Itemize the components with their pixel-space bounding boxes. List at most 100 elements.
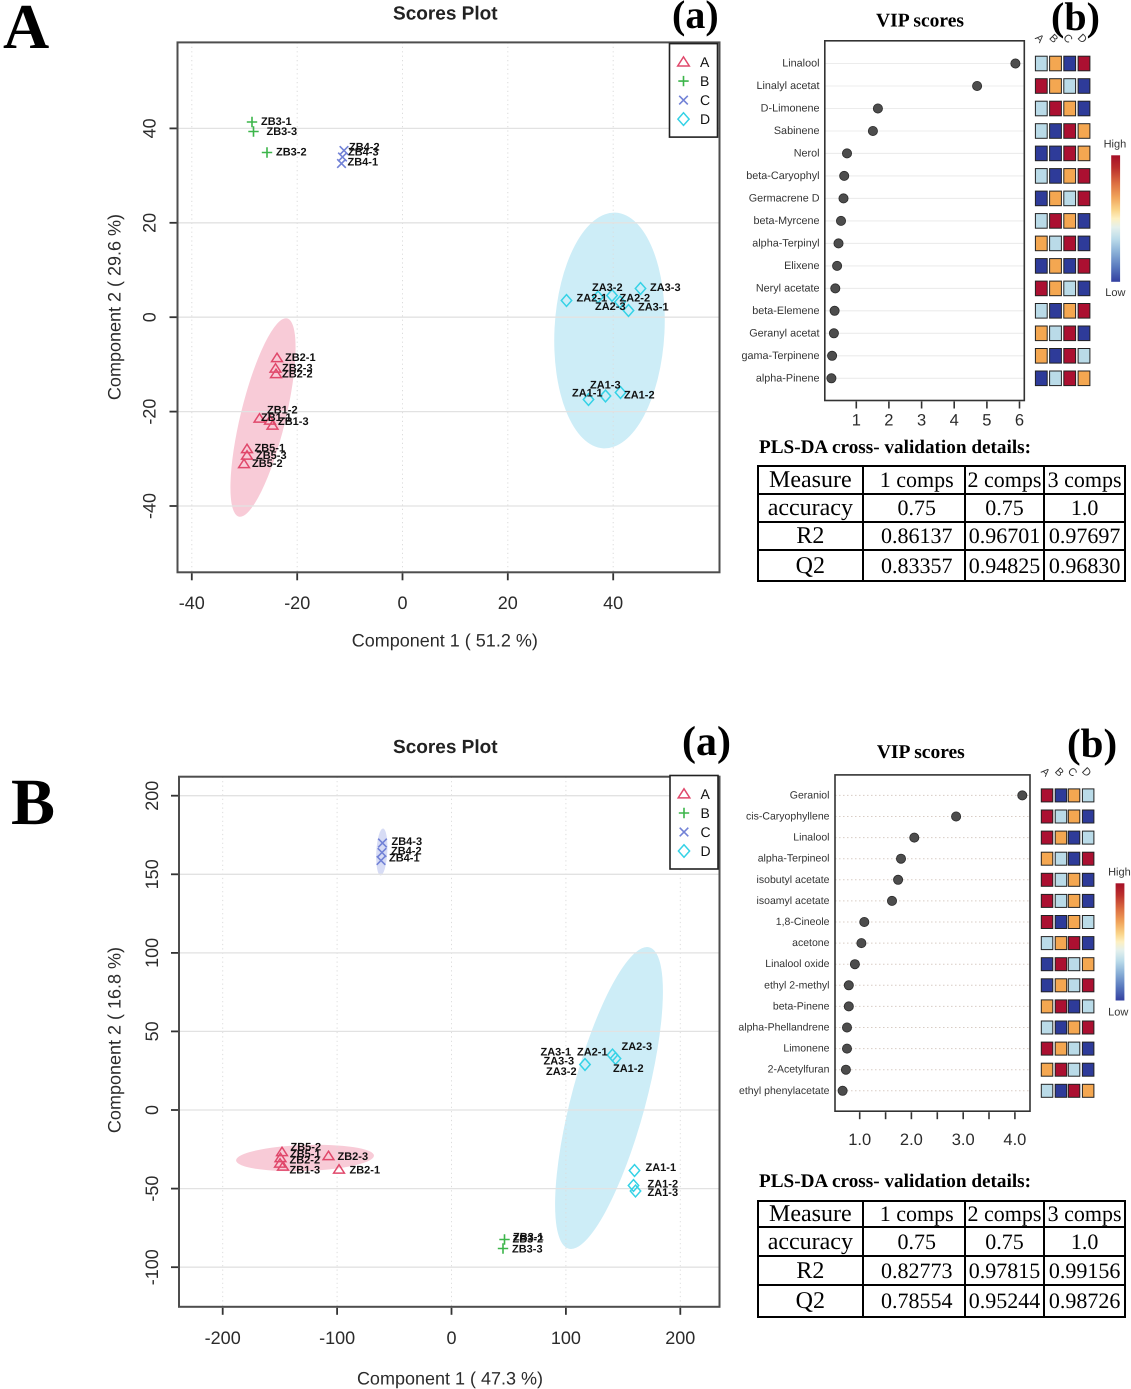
svg-text:Scores Plot: Scores Plot xyxy=(393,4,498,25)
svg-text:A: A xyxy=(1038,766,1052,780)
svg-text:-100: -100 xyxy=(142,1249,162,1285)
svg-text:100: 100 xyxy=(551,1328,581,1348)
svg-text:ethyl 2-methyl: ethyl 2-methyl xyxy=(764,979,829,991)
svg-text:ZA2-1: ZA2-1 xyxy=(577,293,608,305)
svg-text:B: B xyxy=(701,805,710,821)
svg-text:ZB2-1: ZB2-1 xyxy=(350,1165,381,1177)
svg-text:gama-Terpinene: gama-Terpinene xyxy=(741,350,819,362)
svg-text:20: 20 xyxy=(139,213,159,233)
svg-text:ZA3-3: ZA3-3 xyxy=(650,282,681,294)
svg-text:alpha-Terpinyl: alpha-Terpinyl xyxy=(752,237,819,249)
svg-text:4: 4 xyxy=(950,412,959,430)
svg-text:-40: -40 xyxy=(179,593,205,613)
svg-text:Germacrene D: Germacrene D xyxy=(749,192,820,204)
svg-text:ZB3-2: ZB3-2 xyxy=(276,147,307,159)
svg-text:0: 0 xyxy=(397,593,407,613)
svg-text:ZB2-3: ZB2-3 xyxy=(282,363,313,375)
svg-text:Component 2 ( 16.8 %): Component 2 ( 16.8 %) xyxy=(105,947,125,1133)
svg-text:ZB4-1: ZB4-1 xyxy=(348,157,379,169)
svg-text:-100: -100 xyxy=(319,1328,355,1348)
svg-text:C: C xyxy=(700,92,710,108)
svg-text:ZB1-1: ZB1-1 xyxy=(261,412,292,424)
svg-text:ZA3-3: ZA3-3 xyxy=(544,1056,575,1068)
svg-text:200: 200 xyxy=(665,1328,695,1348)
svg-text:ZA3-2: ZA3-2 xyxy=(592,282,623,294)
svg-text:0: 0 xyxy=(139,312,159,322)
svg-text:100: 100 xyxy=(142,938,162,968)
svg-text:A: A xyxy=(1032,32,1046,46)
svg-text:ZB5-2: ZB5-2 xyxy=(291,1142,322,1154)
svg-text:D: D xyxy=(701,843,711,859)
svg-text:VIP scores: VIP scores xyxy=(876,11,964,32)
svg-text:High: High xyxy=(1108,867,1131,879)
svg-text:alpha-Terpineol: alpha-Terpineol xyxy=(758,853,830,865)
svg-text:ethyl phenylacetate: ethyl phenylacetate xyxy=(739,1085,830,1097)
svg-text:ZA2-3: ZA2-3 xyxy=(595,301,626,313)
svg-text:ZB2-3: ZB2-3 xyxy=(338,1151,369,1163)
svg-text:isobutyl acetate: isobutyl acetate xyxy=(757,874,830,886)
svg-text:ZA1-3: ZA1-3 xyxy=(648,1187,679,1199)
svg-text:ZA1-1: ZA1-1 xyxy=(572,388,603,400)
svg-text:Linalyl acetat: Linalyl acetat xyxy=(756,80,819,92)
svg-text:beta-Pinene: beta-Pinene xyxy=(773,1000,830,1012)
svg-text:6: 6 xyxy=(1015,412,1024,430)
svg-text:alpha-Phellandrene: alpha-Phellandrene xyxy=(738,1022,829,1034)
svg-text:C: C xyxy=(1065,765,1079,779)
svg-text:Linalool: Linalool xyxy=(782,58,819,70)
svg-text:ZA1-3: ZA1-3 xyxy=(590,380,621,392)
svg-text:ZB4-2: ZB4-2 xyxy=(391,846,422,858)
svg-text:40: 40 xyxy=(603,593,623,613)
svg-text:Limonene: Limonene xyxy=(783,1043,829,1055)
svg-text:5: 5 xyxy=(982,412,991,430)
svg-text:ZB4-3: ZB4-3 xyxy=(348,147,379,159)
svg-text:ZB4-3: ZB4-3 xyxy=(392,836,423,848)
svg-text:Elixene: Elixene xyxy=(784,260,819,272)
svg-text:2: 2 xyxy=(884,412,893,430)
svg-text:ZB2-2: ZB2-2 xyxy=(282,369,313,381)
svg-text:VIP scores: VIP scores xyxy=(877,742,965,763)
svg-text:-50: -50 xyxy=(142,1176,162,1202)
svg-text:beta-Elemene: beta-Elemene xyxy=(752,305,819,317)
svg-text:High: High xyxy=(1104,139,1127,151)
svg-text:ZB4-2: ZB4-2 xyxy=(349,142,380,154)
svg-text:4.0: 4.0 xyxy=(1003,1131,1026,1149)
svg-text:Linalool oxide: Linalool oxide xyxy=(765,958,829,970)
svg-text:50: 50 xyxy=(142,1021,162,1041)
svg-text:ZA3-2: ZA3-2 xyxy=(546,1066,577,1078)
svg-text:ZA1-2: ZA1-2 xyxy=(648,1179,679,1191)
svg-text:ZB1-3: ZB1-3 xyxy=(278,416,309,428)
svg-text:3: 3 xyxy=(917,412,926,430)
svg-text:40: 40 xyxy=(139,118,159,138)
svg-text:ZB5-1: ZB5-1 xyxy=(255,443,286,455)
svg-text:3.0: 3.0 xyxy=(952,1131,975,1149)
svg-text:-200: -200 xyxy=(205,1328,241,1348)
svg-text:ZB2-1: ZB2-1 xyxy=(285,352,316,364)
svg-text:20: 20 xyxy=(498,593,518,613)
svg-text:ZB3-3: ZB3-3 xyxy=(512,1244,543,1256)
svg-text:Scores Plot: Scores Plot xyxy=(393,737,498,758)
svg-text:beta-Myrcene: beta-Myrcene xyxy=(753,215,819,227)
svg-text:Component 2 ( 29.6 %): Component 2 ( 29.6 %) xyxy=(105,214,125,400)
svg-text:ZA2-3: ZA2-3 xyxy=(622,1041,653,1053)
svg-text:Component 1 ( 47.3 %): Component 1 ( 47.3 %) xyxy=(357,1369,543,1389)
svg-text:D: D xyxy=(700,111,710,127)
svg-text:B: B xyxy=(1052,766,1066,780)
svg-text:ZB5-3: ZB5-3 xyxy=(256,450,287,462)
svg-text:ZA3-1: ZA3-1 xyxy=(638,302,669,314)
svg-text:Sabinene: Sabinene xyxy=(774,125,820,137)
svg-text:Geranyl acetat: Geranyl acetat xyxy=(749,327,819,339)
svg-text:0: 0 xyxy=(446,1328,456,1348)
svg-text:ZB1-2: ZB1-2 xyxy=(267,405,298,417)
svg-text:ZA1-1: ZA1-1 xyxy=(646,1162,677,1174)
svg-text:1,8-Cineole: 1,8-Cineole xyxy=(776,916,830,928)
svg-text:alpha-Pinene: alpha-Pinene xyxy=(756,372,820,384)
svg-text:Low: Low xyxy=(1105,287,1125,299)
svg-text:ZB3-2: ZB3-2 xyxy=(513,1234,544,1246)
svg-text:B: B xyxy=(700,73,709,89)
svg-text:ZB3-3: ZB3-3 xyxy=(267,126,298,138)
svg-text:cis-Caryophyllene: cis-Caryophyllene xyxy=(746,811,830,823)
svg-text:ZB5-2: ZB5-2 xyxy=(252,458,283,470)
svg-text:200: 200 xyxy=(142,781,162,811)
svg-text:0: 0 xyxy=(142,1105,162,1115)
svg-text:ZA1-2: ZA1-2 xyxy=(613,1063,644,1075)
